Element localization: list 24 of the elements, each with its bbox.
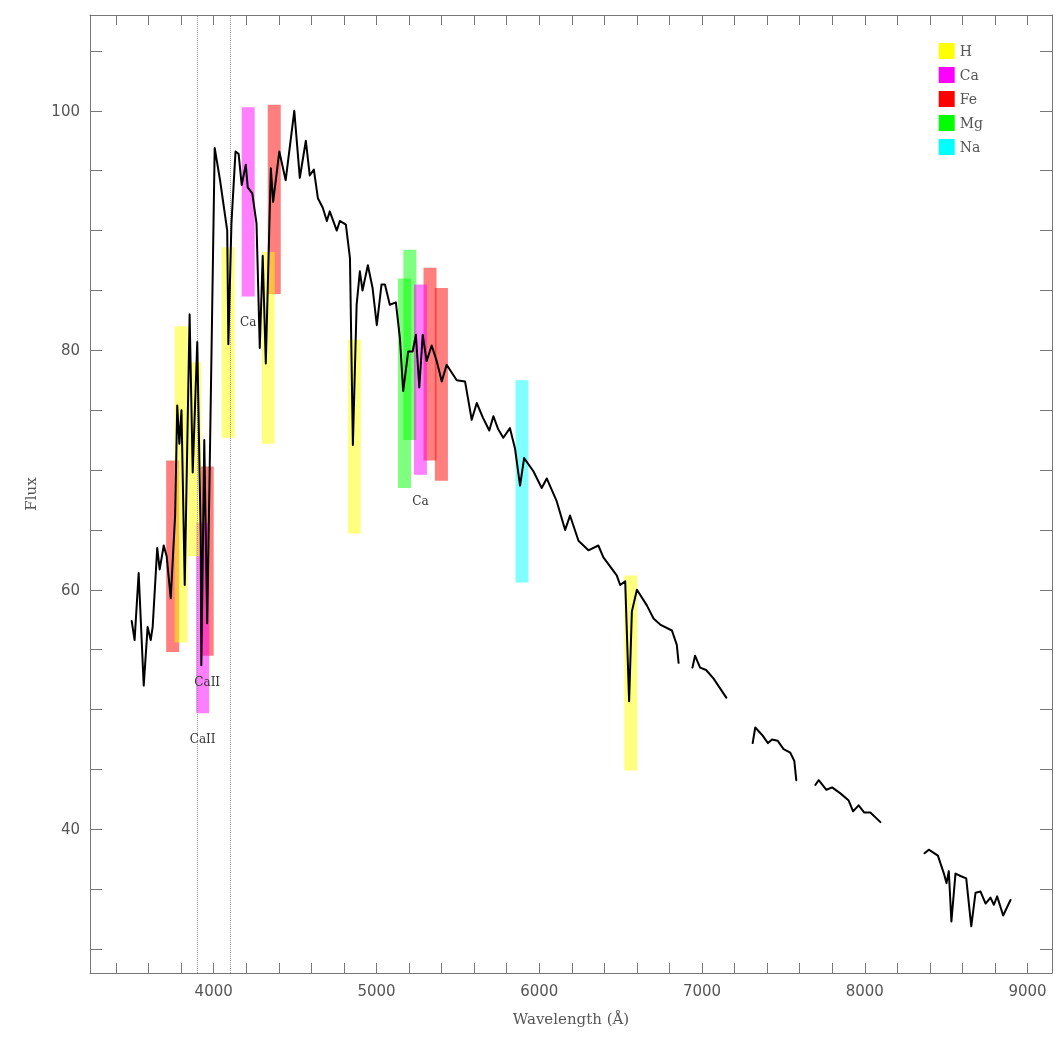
y-tick-label: 100 <box>51 101 80 120</box>
x-tick-label: 5000 <box>357 981 396 1000</box>
annotation: Ca <box>240 315 257 330</box>
y-axis-title: Flux <box>21 476 40 511</box>
annotation: CaII <box>189 732 216 747</box>
legend-label: Na <box>959 139 981 155</box>
y-tick-label: 60 <box>60 580 80 599</box>
y-tick-label: 80 <box>60 341 80 360</box>
bar <box>241 107 255 297</box>
x-tick-label: 7000 <box>682 981 722 1000</box>
x-tick-label: 4000 <box>194 981 233 1000</box>
legend-label: Fe <box>959 91 977 107</box>
x-tick-label: 9000 <box>1008 981 1047 1000</box>
legend-label: H <box>959 43 972 59</box>
bar <box>515 380 529 583</box>
legend-label: Mg <box>959 115 984 131</box>
annotation: Ca <box>412 493 429 508</box>
legend-label: Ca <box>959 67 979 83</box>
annotation: CaII <box>194 674 221 689</box>
x-tick-label: 8000 <box>845 981 884 1000</box>
x-tick-label: 6000 <box>520 981 559 1000</box>
x-axis-title: Wavelength (Å) <box>512 1009 630 1028</box>
bar <box>397 278 411 489</box>
y-tick-label: 40 <box>60 820 80 839</box>
